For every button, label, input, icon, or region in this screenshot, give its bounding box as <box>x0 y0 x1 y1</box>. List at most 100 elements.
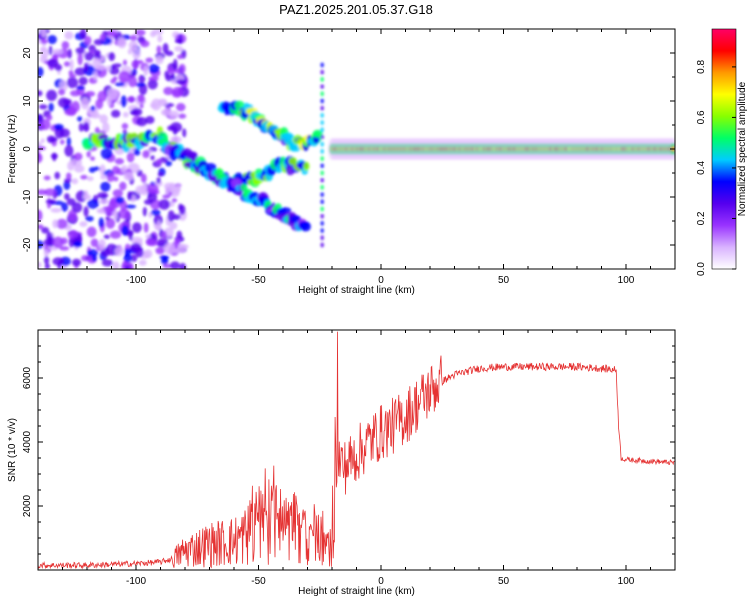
noise-blob <box>132 222 142 233</box>
noise-blob <box>142 206 147 217</box>
spike-blob <box>320 120 325 126</box>
spectrogram-xtick-label: 100 <box>618 275 635 286</box>
noise-blob <box>59 80 68 92</box>
noise-blob <box>157 99 168 107</box>
noise-blob <box>179 262 187 269</box>
noise-blob <box>125 204 137 209</box>
band-blob <box>312 129 323 138</box>
noise-blob <box>156 220 161 231</box>
noise-blob <box>56 218 68 229</box>
noise-blob <box>177 54 184 60</box>
noise-blob <box>114 158 125 165</box>
noise-blob <box>150 209 161 216</box>
spike-blob <box>320 148 325 154</box>
noise-blob <box>155 55 164 65</box>
noise-blob <box>64 31 74 40</box>
noise-blob <box>176 103 186 112</box>
noise-blob <box>178 203 183 211</box>
noise-blob <box>86 150 91 158</box>
noise-blob <box>109 230 122 239</box>
noise-blob <box>86 226 97 238</box>
noise-blob <box>79 29 87 39</box>
noise-blob <box>38 261 42 268</box>
noise-blob <box>130 242 142 252</box>
spectrogram-ytick-label: -10 <box>22 189 33 204</box>
noise-blob <box>100 147 113 160</box>
spike-blob <box>320 91 325 97</box>
heatmap-area <box>38 29 675 269</box>
noise-blob <box>143 65 149 76</box>
noise-blob <box>142 180 147 193</box>
band-blob <box>188 151 198 161</box>
noise-blob <box>167 210 175 222</box>
noise-blob <box>93 70 98 81</box>
noise-blob <box>80 97 90 110</box>
noise-blob <box>123 253 133 263</box>
noise-blob <box>40 138 45 144</box>
noise-blob <box>90 156 96 161</box>
noise-blob <box>47 58 59 68</box>
noise-blob <box>53 123 64 131</box>
noise-blob <box>58 88 66 96</box>
noise-blob <box>38 209 43 222</box>
noise-blob <box>162 263 172 269</box>
snr-plot-area <box>38 331 675 570</box>
spike-blob <box>320 62 325 68</box>
spike-blob <box>320 127 325 133</box>
noise-blob <box>71 101 80 113</box>
spectrogram-ylabel: Frequency (Hz) <box>7 115 18 184</box>
noise-blob <box>172 86 184 97</box>
noise-blob <box>105 217 116 229</box>
noise-blob <box>127 96 136 103</box>
noise-blob <box>68 70 74 76</box>
snr-ytick-label: 6000 <box>22 366 33 389</box>
noise-blob <box>66 77 79 89</box>
noise-blob <box>172 214 181 220</box>
noise-blob <box>98 238 106 251</box>
noise-blob <box>121 123 129 130</box>
spike-blob <box>320 199 325 205</box>
noise-blob <box>147 79 158 90</box>
snr-xtick-label: 100 <box>618 576 635 587</box>
noise-blob <box>114 82 125 87</box>
noise-blob <box>148 63 160 74</box>
noise-blob <box>78 122 85 132</box>
noise-blob <box>41 226 50 234</box>
noise-blob <box>83 121 90 132</box>
noise-blob <box>119 181 127 191</box>
noise-blob <box>178 113 187 119</box>
noise-blob <box>163 242 176 255</box>
noise-blob <box>160 108 171 116</box>
noise-blob <box>156 45 162 54</box>
noise-blob <box>60 202 69 212</box>
noise-blob <box>85 90 96 97</box>
noise-blob <box>88 167 96 173</box>
noise-blob <box>174 38 184 44</box>
noise-blob <box>93 49 99 60</box>
noise-blob <box>46 114 53 121</box>
spike-blob <box>320 177 325 183</box>
spike-blob <box>320 76 325 82</box>
colorbar-tick-label: 0.8 <box>696 60 707 74</box>
spike-blob <box>320 213 325 219</box>
noise-blob <box>61 41 70 50</box>
noise-blob <box>38 66 44 77</box>
colorbar: 0.0 0.2 0.4 0.6 0.8 Normalized spectral ampli… <box>696 28 748 276</box>
noise-blob <box>92 57 101 68</box>
spike-blob <box>320 163 325 169</box>
noise-blob <box>118 208 130 220</box>
colorbar-tick-label: 0.0 <box>696 262 707 276</box>
noise-blob <box>86 176 94 182</box>
noise-blob <box>64 108 77 116</box>
noise-blob <box>156 177 161 184</box>
noise-blob <box>174 68 182 74</box>
noise-blob <box>105 243 118 256</box>
noise-blob <box>103 234 110 240</box>
noise-blob <box>38 240 44 249</box>
noise-blob <box>49 137 58 142</box>
noise-blob <box>47 34 57 45</box>
noise-blob <box>38 145 47 151</box>
noise-blob <box>74 67 87 76</box>
spike-blob <box>320 184 325 190</box>
noise-blob <box>147 191 158 203</box>
